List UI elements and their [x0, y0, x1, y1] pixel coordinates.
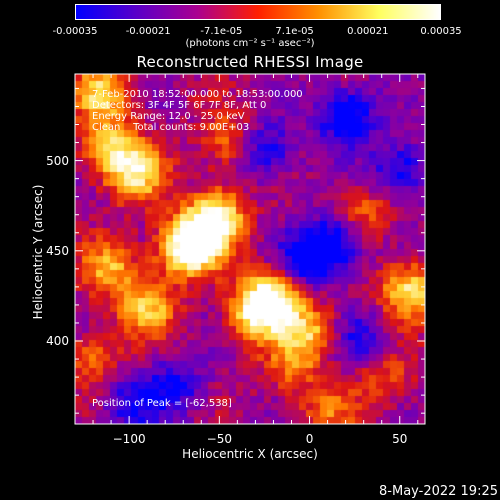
chart-title: Reconstructed RHESSI Image [136, 53, 364, 71]
y-tick-label: 450 [46, 243, 69, 258]
x-tick-label: 0 [305, 432, 314, 446]
x-tick-label: −100 [112, 432, 146, 446]
colorbar-tick-label: 7.1e-05 [275, 26, 314, 37]
y-axis-label: Heliocentric Y (arcsec) [31, 184, 45, 320]
colorbar-tick-label: 0.00021 [347, 26, 389, 37]
plot-border [74, 73, 426, 425]
y-tick-label: 400 [46, 334, 69, 348]
detectors-annotation: Detectors: 3F 4F 5F 6F 7F 8F, Att 0 [92, 100, 267, 111]
x-tick-label: −50 [206, 432, 232, 446]
energy-range-annotation: Energy Range: 12.0 - 25.0 keV [92, 111, 245, 122]
colorbar-unit-label: (photons cm⁻² s⁻¹ asec⁻²) [185, 38, 315, 49]
time-range-annotation: 7-Feb-2010 18:52:00.000 to 18:53:00.000 [92, 89, 303, 100]
colorbar-tick-label: -7.1e-05 [200, 26, 243, 37]
x-axis-label: Heliocentric X (arcsec) [182, 447, 318, 461]
colorbar-tick-label: 0.00035 [420, 26, 462, 37]
colorbar-tick-label: -0.00021 [125, 26, 171, 37]
peak-position-annotation: Position of Peak = [-62,538] [92, 398, 232, 409]
clean-counts-annotation: Clean Total counts: 9.00E+03 [92, 122, 250, 133]
x-tick-label: 50 [392, 432, 408, 446]
colorbar-tick-label: -0.00035 [52, 26, 98, 37]
colorbar [75, 4, 441, 20]
y-tick-label: 500 [46, 153, 69, 168]
heatmap-image [75, 74, 425, 424]
timestamp: 8-May-2022 19:25 [379, 484, 498, 499]
